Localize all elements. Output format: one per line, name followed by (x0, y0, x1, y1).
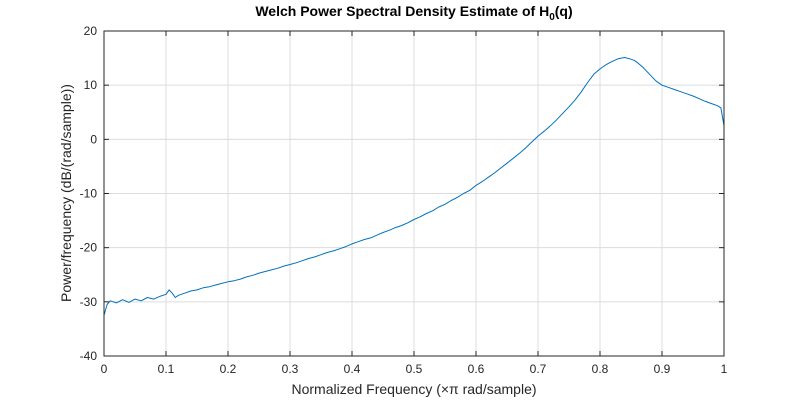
psd-series-line (103, 57, 725, 316)
x-tick-label: 0.6 (468, 362, 485, 376)
chart-title: Welch Power Spectral Density Estimate of… (255, 3, 572, 23)
chart-title-subscript: 0 (549, 12, 555, 23)
x-tick-label: 0 (101, 362, 108, 376)
x-tick-label: 0.9 (654, 362, 671, 376)
y-tick-label: -40 (80, 349, 98, 363)
y-tick-label: 0 (90, 132, 97, 146)
y-tick-label: 20 (84, 24, 98, 38)
x-tick-label: 0.3 (282, 362, 299, 376)
x-tick-label: 0.5 (406, 362, 423, 376)
x-tick-label: 1 (721, 362, 728, 376)
x-tick-label: 0.8 (592, 362, 609, 376)
y-tick-label: -20 (80, 241, 98, 255)
x-tick-label: 0.4 (344, 362, 361, 376)
y-tick-label: -10 (80, 187, 98, 201)
series-layer (103, 57, 725, 316)
tick-labels: 0 0.1 0.2 0.3 0.4 0.5 0.6 0.7 0.8 0.9 1 -40 -30 -20 -1… (80, 24, 728, 376)
x-tick-label: 0.7 (530, 362, 547, 376)
x-tick-label: 0.2 (220, 362, 237, 376)
x-tick-label: 0.1 (158, 362, 175, 376)
y-tick-label: -30 (80, 295, 98, 309)
x-axis-label: Normalized Frequency (×π rad/sample) (291, 381, 536, 397)
chart-title-main: Welch Power Spectral Density Estimate of… (255, 3, 549, 19)
y-axis-label: Power/frequency (dB/(rad/sample)) (58, 84, 74, 302)
chart-title-suffix: (q) (555, 3, 573, 19)
tick-marks (103, 30, 725, 357)
y-tick-label: 10 (84, 78, 98, 92)
